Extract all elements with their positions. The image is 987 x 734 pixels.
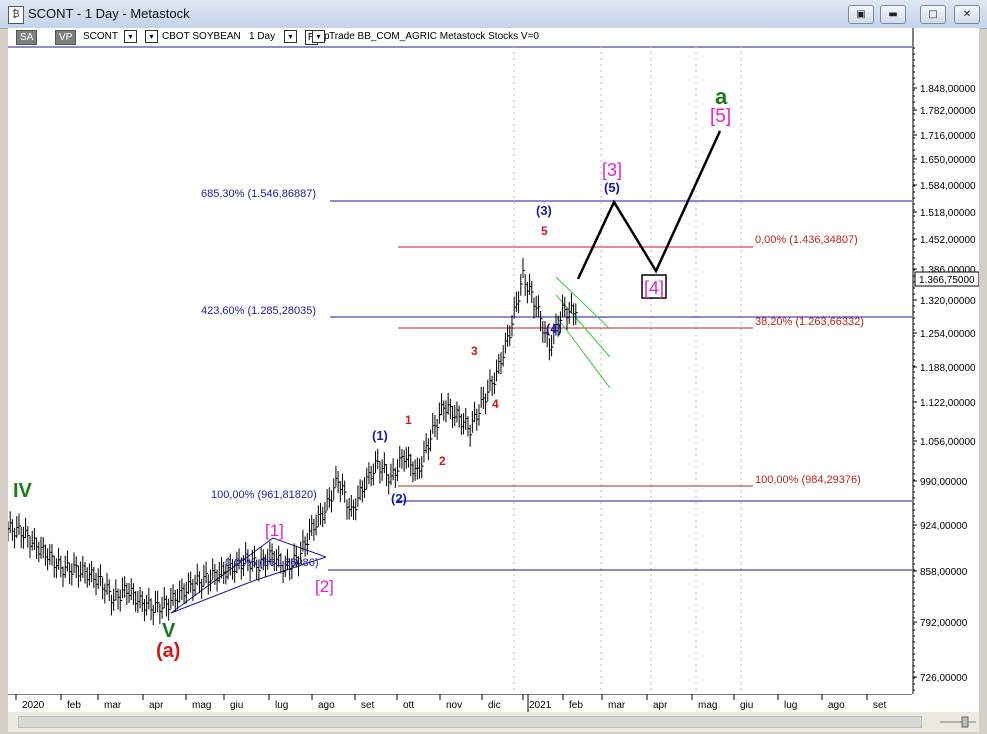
price-axis: 1.848,00000 1.782,00000 1.716,00000 1.650,0… [912, 28, 980, 694]
wave-V: V [162, 620, 176, 642]
date-tick-label: nov [446, 700, 462, 711]
scroll-thumb[interactable] [18, 716, 922, 728]
wave-a: a [715, 84, 728, 109]
desc-dropdown-icon[interactable]: ▾ [145, 30, 158, 43]
price-tick-label: 1.056,00000 [920, 437, 976, 448]
wave-triangles [170, 537, 327, 614]
date-tick-label: giu [740, 700, 753, 711]
wave-2-bracket: [2] [315, 577, 334, 596]
chart-canvas: 685,30% (1.546,86887) 423,60% (1.285,280… [7, 46, 912, 690]
wave-4-paren: (4) [546, 321, 562, 336]
price-tick-label: 924,00000 [920, 521, 968, 532]
symbol-dropdown-icon[interactable]: ▾ [124, 30, 137, 43]
price-tick-label: 1.122,00000 [920, 398, 976, 409]
current-price-label: 1.366,75000 [919, 275, 975, 286]
price-tick-label: 1.782,00000 [920, 106, 976, 117]
date-tick-label: apr [653, 700, 668, 711]
wave-5-bracket: [5] [710, 106, 731, 127]
price-tick-label: 1.188,00000 [920, 363, 976, 374]
wave-1-paren: (1) [372, 428, 388, 443]
wave-3-bracket: [3] [602, 160, 622, 180]
maximize-icon[interactable]: □ [920, 5, 946, 24]
date-tick-label: ago [318, 700, 335, 711]
price-tick-label: 1.716,00000 [920, 131, 976, 142]
restore-chart-icon[interactable]: ▣ [848, 5, 874, 24]
price-tick-label: 858,00000 [920, 567, 968, 578]
sa-button[interactable]: SA [16, 30, 38, 45]
price-tick-label: 1.650,00000 [920, 155, 976, 166]
date-tick-label: ott [403, 700, 414, 711]
date-tick-label: mag [698, 700, 717, 711]
r-dropdown-icon[interactable]: ▾ [312, 30, 325, 43]
stray-p: p [324, 31, 330, 42]
security-description: CBOT SOYBEAN [162, 31, 241, 42]
price-tick-label: 1.848,00000 [920, 84, 976, 95]
wave-3-paren: (3) [536, 203, 552, 218]
wave-4-bracket: [4] [644, 278, 664, 298]
zoom-slider-icon[interactable] [938, 716, 978, 728]
wave-red-1: 1 [405, 413, 412, 427]
chart-grid [513, 46, 742, 690]
price-tick-label: 1.320,00000 [920, 296, 976, 307]
fib-lines [328, 200, 912, 571]
price-tick-label: 1.254,00000 [920, 329, 976, 340]
price-tick-label: 792,00000 [920, 618, 968, 629]
date-tick-label: 2020 [22, 700, 45, 711]
fib-label-0b: 0,00% (1.436,34807) [755, 234, 858, 246]
horizontal-scrollbar[interactable] [8, 712, 979, 732]
date-tick-label: lug [275, 700, 288, 711]
price-tick-label: 1.386,00000 [920, 265, 976, 276]
price-bars [7, 257, 578, 626]
wave-4-box [641, 274, 667, 299]
window-title: SCONT - 1 Day - Metastock [28, 6, 190, 21]
fib-label-100a: 100,00% (961,81820) [211, 489, 317, 501]
fib-label-685: 685,30% (1.546,86887) [201, 188, 316, 200]
fib-label-0a: 0,00% (861,86086) [225, 557, 319, 569]
wave-red-2: 2 [439, 454, 446, 468]
price-tick-label: 990,00000 [920, 477, 968, 488]
date-tick-label: mag [192, 700, 211, 711]
date-tick-label: feb [67, 700, 81, 711]
date-tick-label: apr [149, 700, 164, 711]
wave-2-paren: (2) [391, 491, 407, 506]
price-tick-label: 1.584,00000 [920, 181, 976, 192]
fib-label-382: 38,20% (1.263,66332) [755, 316, 864, 328]
close-icon[interactable]: ✕ [954, 5, 980, 24]
security-info: Trade BB_COM_AGRIC Metastock Stocks V=0 [329, 31, 539, 42]
date-tick-label: set [361, 700, 375, 711]
wave-IV: IV [13, 480, 33, 502]
price-tick-label: 1.518,00000 [920, 208, 976, 219]
chart-toolbar: SA VP SCONT ▾ ▾ CBOT SOYBEAN 1 Day ▾ R ▾… [8, 28, 912, 46]
wave-1-bracket: [1] [265, 521, 284, 540]
price-tick-label: 726,00000 [920, 673, 968, 684]
price-chart[interactable]: 685,30% (1.546,86887) 423,60% (1.285,280… [7, 46, 912, 694]
wave-red-5: 5 [541, 224, 548, 238]
projection-path [576, 130, 722, 280]
wave-a-paren: (a) [156, 640, 180, 662]
symbol-field[interactable]: SCONT [83, 31, 118, 42]
date-tick-label: set [873, 700, 887, 711]
wave-red-3: 3 [471, 344, 478, 358]
fib-label-100b: 100,00% (984,29376) [755, 474, 861, 486]
app-icon: ₿ [8, 6, 24, 24]
date-axis: 2020 feb mar apr mag giu lug ago set ott nov dic 202… [8, 693, 979, 712]
fib-label-4236: 423,60% (1.285,28035) [201, 305, 316, 317]
period-field[interactable]: 1 Day [249, 31, 276, 42]
date-tick-label: 2021 [529, 700, 552, 711]
window-titlebar: ₿ SCONT - 1 Day - Metastock ▣ ▬ □ ✕ [0, 0, 987, 29]
vp-button[interactable]: VP [55, 30, 77, 45]
price-tick-label: 1.452,00000 [920, 235, 976, 246]
minimize-icon[interactable]: ▬ [880, 5, 906, 24]
date-tick-label: lug [784, 700, 797, 711]
date-tick-label: mar [608, 700, 626, 711]
date-tick-label: mar [104, 700, 122, 711]
date-tick-label: feb [569, 700, 583, 711]
period-dropdown-icon[interactable]: ▾ [284, 30, 297, 43]
wave-red-4: 4 [492, 397, 499, 411]
trend-channel [555, 276, 611, 389]
wave-5-paren: (5) [604, 180, 620, 195]
date-tick-label: dic [488, 700, 501, 711]
date-tick-label: giu [230, 700, 243, 711]
date-tick-label: ago [828, 700, 845, 711]
